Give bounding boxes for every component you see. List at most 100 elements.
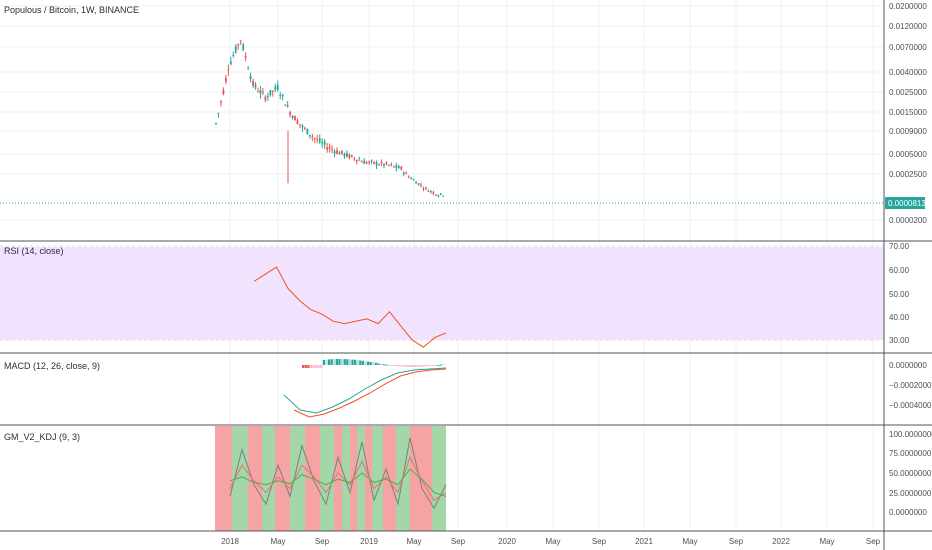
macd-hist-bar <box>434 365 437 366</box>
macd-hist-bar <box>325 359 328 365</box>
price-tick-label: 0.0070000 <box>889 43 927 52</box>
candle-body <box>239 40 242 42</box>
macd-axis: 0.0000000 −0.0002000 −0.0004000 <box>889 361 932 410</box>
candle-body <box>360 161 363 163</box>
price-tick-label: 0.0040000 <box>889 68 927 77</box>
kdj-d-line <box>229 456 447 501</box>
kdj-title: GM_V2_KDJ (9, 3) <box>4 432 80 442</box>
macd-hist-bar <box>374 362 377 365</box>
price-tick-label: 0.0002500 <box>889 170 927 179</box>
candle-body <box>383 164 385 166</box>
macd-hist-bar <box>346 359 349 365</box>
candle-body <box>434 194 437 196</box>
time-tick-label: May <box>819 537 834 546</box>
macd-hist-bar <box>382 364 385 366</box>
candle-body <box>397 166 400 169</box>
kdj-bg-column <box>357 426 365 531</box>
candle-body <box>318 138 321 142</box>
candle-body <box>217 113 220 115</box>
candle-body <box>306 128 309 135</box>
macd-hist-bar <box>359 360 362 365</box>
macd-hist-bar <box>338 359 341 365</box>
candle-body <box>301 125 304 128</box>
rsi-tick-label: 60.00 <box>889 266 910 275</box>
price-tick-label: 0.0009000 <box>889 127 927 136</box>
candle-body <box>407 176 410 178</box>
macd-hist-bar <box>361 360 364 365</box>
candle-body <box>442 195 445 197</box>
candle-body <box>365 162 368 164</box>
price-tick-label: 0.0120000 <box>889 22 927 31</box>
candle-body <box>296 120 299 124</box>
candle-body <box>257 91 259 93</box>
time-tick-label: Sep <box>866 537 881 546</box>
candle-body <box>370 160 373 162</box>
candle-body <box>244 56 247 58</box>
macd-hist-bar <box>333 359 336 365</box>
macd-hist-bar <box>419 365 422 367</box>
macd-hist-bar <box>411 365 414 367</box>
kdj-bg-column <box>275 426 290 531</box>
macd-hist-bar <box>439 364 442 366</box>
last-price-label: 0.0000813 <box>888 199 926 208</box>
kdj-tick-label: 50.0000000 <box>889 469 932 478</box>
price-tick-label: 0.0015000 <box>889 108 927 117</box>
candle-body <box>304 127 306 129</box>
chart-title: Populous / Bitcoin, 1W, BINANCE <box>4 5 139 15</box>
candle-body <box>215 123 217 125</box>
kdj-bg-column <box>372 426 383 531</box>
candle-body <box>286 104 289 107</box>
candle-body <box>247 68 250 70</box>
candle-body <box>375 162 378 166</box>
rsi-title: RSI (14, close) <box>4 246 64 256</box>
kdj-bg-column <box>320 426 334 531</box>
candle-body <box>276 84 279 91</box>
macd-histogram <box>302 359 445 368</box>
macd-hist-bar <box>307 365 310 368</box>
candle-body <box>249 76 252 79</box>
macd-hist-bar <box>385 364 388 366</box>
candle-body <box>266 95 269 98</box>
candle-body <box>291 115 294 119</box>
time-tick-label: 2021 <box>635 537 653 546</box>
candle-body <box>425 187 427 189</box>
candle-body <box>254 84 257 88</box>
candle-body <box>232 54 235 57</box>
macd-hist-bar <box>317 365 320 368</box>
price-axis[interactable]: 0.0200000 0.0120000 0.0070000 0.0040000 0.00… <box>889 2 927 225</box>
macd-hist-bar <box>400 365 403 367</box>
candle-body <box>358 159 361 161</box>
candle-body <box>395 165 398 168</box>
rsi-tick-label: 50.00 <box>889 290 910 299</box>
candlestick-series <box>215 40 445 198</box>
candle-body <box>400 166 403 170</box>
kdj-tick-label: 25.0000000 <box>889 489 932 498</box>
macd-hist-bar <box>354 359 357 365</box>
time-tick-label: Sep <box>729 537 744 546</box>
candle-body <box>326 147 329 150</box>
candle-body <box>405 173 408 175</box>
macd-hist-bar <box>348 359 351 365</box>
macd-hist-bar <box>395 365 398 367</box>
time-axis[interactable]: 2018 May Sep 2019 May Sep 2020 May Sep 2021 May Sep… <box>221 537 881 546</box>
price-tick-label: 0.0025000 <box>889 88 927 97</box>
candle-body <box>333 151 336 154</box>
candle-body <box>432 192 435 194</box>
macd-hist-bar <box>390 365 393 366</box>
macd-hist-bar <box>328 359 331 365</box>
candle-body <box>380 162 383 164</box>
candle-body <box>373 161 375 164</box>
last-price-tag <box>885 197 925 209</box>
candle-body <box>439 193 442 195</box>
macd-hist-bar <box>393 365 396 366</box>
candle-body <box>378 164 380 166</box>
candle-body <box>328 146 331 149</box>
candle-body <box>262 91 264 93</box>
macd-hist-bar <box>312 365 315 368</box>
time-tick-label: May <box>270 537 285 546</box>
rsi-tick-label: 70.00 <box>889 242 910 251</box>
candle-body <box>348 154 351 158</box>
candle-body <box>422 188 425 190</box>
rsi-axis: 70.00 60.00 50.00 40.00 30.00 <box>889 242 910 345</box>
